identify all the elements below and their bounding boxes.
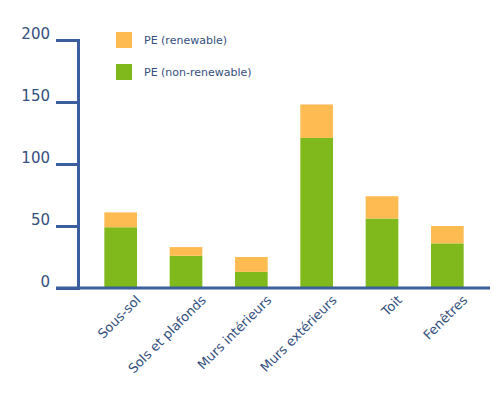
y-axis-line	[56, 41, 79, 289]
y-tick: 100	[21, 149, 78, 167]
y-tick-label: 50	[31, 211, 50, 229]
bar	[300, 138, 333, 288]
y-tick-label: 100	[21, 149, 50, 167]
bars	[104, 104, 463, 288]
bar	[235, 257, 268, 272]
legend-swatch	[116, 64, 132, 80]
bar	[235, 272, 268, 288]
x-tick: Murs extérieurs	[257, 288, 340, 375]
bar	[366, 219, 399, 288]
bar	[170, 256, 203, 288]
x-tick-label: Toit	[378, 292, 405, 319]
y-tick-label: 200	[21, 25, 50, 43]
x-axis-line	[56, 287, 490, 290]
bar	[104, 212, 137, 227]
legend: PE (renewable) PE (non-renewable)	[116, 32, 252, 80]
bar	[300, 104, 333, 137]
y-tick-mark	[56, 101, 78, 104]
y-tick-label: 0	[40, 273, 50, 291]
x-tick-label: Sous-sol	[95, 292, 144, 341]
chart: 0 50 100 150 200 Sous-solSols et plafondsMurs…	[0, 0, 496, 405]
y-tick-mark	[56, 163, 78, 166]
x-tick: Sous-sol	[95, 288, 144, 341]
y-tick: 200	[21, 25, 78, 43]
x-tick: Fenêtres	[420, 288, 470, 343]
bar	[104, 227, 137, 288]
y-axis: 0 50 100 150 200	[21, 25, 78, 291]
legend-label: PE (non-renewable)	[144, 66, 252, 79]
legend-swatch	[116, 32, 132, 48]
x-tick-label: Fenêtres	[420, 292, 470, 342]
y-tick: 150	[21, 87, 78, 105]
x-tick-label: Murs extérieurs	[257, 292, 340, 375]
y-tick: 50	[31, 211, 78, 229]
bar	[431, 226, 464, 243]
bar	[431, 243, 464, 288]
bar	[170, 247, 203, 256]
y-tick-label: 150	[21, 87, 50, 105]
legend-label: PE (renewable)	[144, 34, 227, 47]
bar	[366, 196, 399, 218]
x-axis: Sous-solSols et plafondsMurs intérieursM…	[56, 288, 490, 376]
x-tick: Toit	[378, 288, 405, 320]
y-tick-mark	[56, 225, 78, 228]
y-tick-mark	[56, 39, 78, 42]
